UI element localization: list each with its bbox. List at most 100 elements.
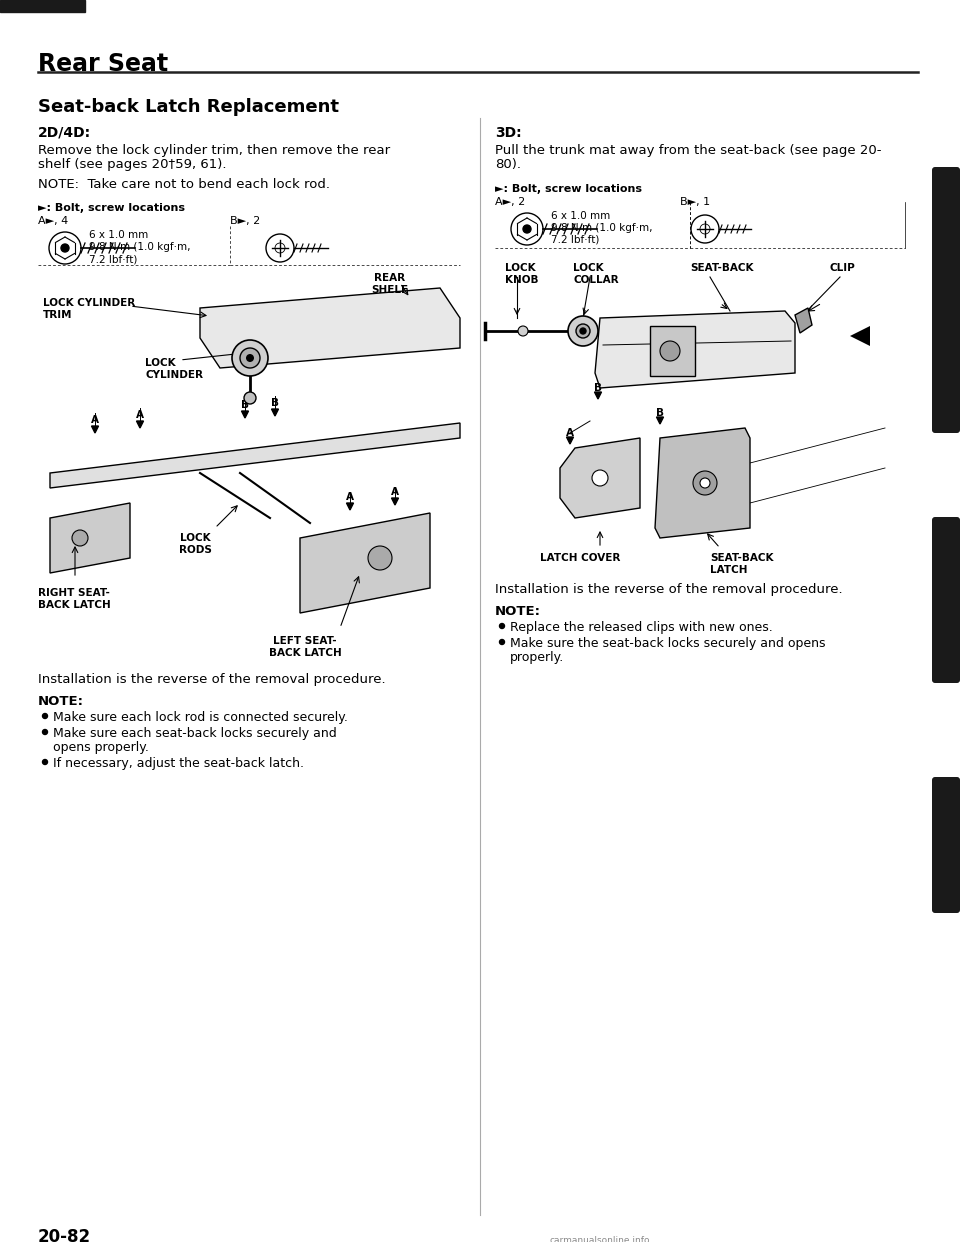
Circle shape xyxy=(42,713,47,719)
Text: 7.2 lbf·ft): 7.2 lbf·ft) xyxy=(551,235,599,245)
Text: LOCK
CYLINDER: LOCK CYLINDER xyxy=(145,358,203,380)
Circle shape xyxy=(700,478,710,488)
Text: SEAT-BACK
LATCH: SEAT-BACK LATCH xyxy=(710,553,774,575)
Bar xyxy=(0,0,85,12)
Circle shape xyxy=(240,348,260,368)
Circle shape xyxy=(42,729,47,734)
Polygon shape xyxy=(850,325,870,347)
Text: NOTE:: NOTE: xyxy=(38,696,84,708)
Text: B: B xyxy=(241,400,249,410)
Text: Rear Seat: Rear Seat xyxy=(38,52,168,76)
Polygon shape xyxy=(560,438,640,518)
Text: carmanualsonline.info: carmanualsonline.info xyxy=(550,1236,650,1242)
Text: 3D:: 3D: xyxy=(495,125,521,140)
Text: Installation is the reverse of the removal procedure.: Installation is the reverse of the remov… xyxy=(38,673,386,686)
Text: Replace the released clips with new ones.: Replace the released clips with new ones… xyxy=(510,621,773,633)
Polygon shape xyxy=(300,513,430,614)
Text: REAR
SHELF: REAR SHELF xyxy=(372,273,409,294)
Polygon shape xyxy=(594,392,602,399)
Text: properly.: properly. xyxy=(510,651,564,664)
Text: LATCH COVER: LATCH COVER xyxy=(540,553,620,563)
Text: Pull the trunk mat away from the seat-back (see page 20-: Pull the trunk mat away from the seat-ba… xyxy=(495,144,881,156)
Polygon shape xyxy=(136,421,143,428)
Text: shelf (see pages 20†59, 61).: shelf (see pages 20†59, 61). xyxy=(38,158,227,171)
Text: NOTE:  Take care not to bend each lock rod.: NOTE: Take care not to bend each lock ro… xyxy=(38,178,330,191)
Text: B►, 1: B►, 1 xyxy=(680,197,710,207)
Text: LOCK CYLINDER
TRIM: LOCK CYLINDER TRIM xyxy=(43,298,135,319)
Text: CLIP: CLIP xyxy=(830,263,855,273)
Text: B: B xyxy=(656,409,664,419)
Text: A: A xyxy=(391,487,399,497)
Polygon shape xyxy=(50,424,460,488)
Polygon shape xyxy=(595,310,795,388)
Polygon shape xyxy=(50,503,130,573)
Text: B►, 2: B►, 2 xyxy=(230,216,260,226)
FancyBboxPatch shape xyxy=(932,777,960,913)
Text: 2D/4D:: 2D/4D: xyxy=(38,125,91,140)
Circle shape xyxy=(511,212,543,245)
Text: 9.8 N·m (1.0 kgf·m,: 9.8 N·m (1.0 kgf·m, xyxy=(89,242,190,252)
Text: SEAT-BACK: SEAT-BACK xyxy=(690,263,754,273)
Text: 9.8 N·m (1.0 kgf·m,: 9.8 N·m (1.0 kgf·m, xyxy=(551,224,653,233)
Circle shape xyxy=(244,392,256,404)
Polygon shape xyxy=(657,417,663,424)
Circle shape xyxy=(246,354,254,361)
Text: LOCK
COLLAR: LOCK COLLAR xyxy=(573,263,618,284)
Circle shape xyxy=(576,324,590,338)
Polygon shape xyxy=(242,411,249,419)
Polygon shape xyxy=(566,437,573,443)
Text: A: A xyxy=(566,428,574,438)
Text: Make sure each seat-back locks securely and: Make sure each seat-back locks securely … xyxy=(53,727,337,740)
Circle shape xyxy=(592,469,608,486)
Circle shape xyxy=(518,325,528,337)
Circle shape xyxy=(580,328,586,334)
Text: ►: Bolt, screw locations: ►: Bolt, screw locations xyxy=(495,184,642,194)
Polygon shape xyxy=(347,503,353,510)
Circle shape xyxy=(42,760,47,765)
Text: B: B xyxy=(271,397,279,409)
Polygon shape xyxy=(655,428,750,538)
Circle shape xyxy=(693,471,717,496)
Bar xyxy=(650,325,695,376)
Circle shape xyxy=(61,243,69,252)
Circle shape xyxy=(568,315,598,347)
Text: 80).: 80). xyxy=(495,158,521,171)
Text: ►: Bolt, screw locations: ►: Bolt, screw locations xyxy=(38,202,185,212)
Text: A►, 4: A►, 4 xyxy=(38,216,68,226)
FancyBboxPatch shape xyxy=(932,517,960,683)
Text: 6 x 1.0 mm: 6 x 1.0 mm xyxy=(551,211,611,221)
FancyBboxPatch shape xyxy=(932,166,960,433)
Text: 6 x 1.0 mm: 6 x 1.0 mm xyxy=(89,230,148,240)
Text: A►, 2: A►, 2 xyxy=(495,197,525,207)
Text: Seat-back Latch Replacement: Seat-back Latch Replacement xyxy=(38,98,339,116)
Text: RIGHT SEAT-
BACK LATCH: RIGHT SEAT- BACK LATCH xyxy=(38,587,110,610)
Text: If necessary, adjust the seat-back latch.: If necessary, adjust the seat-back latch… xyxy=(53,758,304,770)
Text: A: A xyxy=(346,492,354,502)
Text: Remove the lock cylinder trim, then remove the rear: Remove the lock cylinder trim, then remo… xyxy=(38,144,390,156)
Circle shape xyxy=(49,232,81,265)
Circle shape xyxy=(691,215,719,243)
Polygon shape xyxy=(91,426,99,433)
Text: Installation is the reverse of the removal procedure.: Installation is the reverse of the remov… xyxy=(495,582,843,596)
Text: NOTE:: NOTE: xyxy=(495,605,541,619)
Text: opens properly.: opens properly. xyxy=(53,741,149,754)
Circle shape xyxy=(523,225,531,233)
Text: A: A xyxy=(136,410,144,420)
Polygon shape xyxy=(200,288,460,368)
Text: LOCK
RODS: LOCK RODS xyxy=(179,533,211,555)
Text: 20-82: 20-82 xyxy=(38,1228,91,1242)
Text: LEFT SEAT-
BACK LATCH: LEFT SEAT- BACK LATCH xyxy=(269,636,342,657)
Text: 7.2 lbf·ft): 7.2 lbf·ft) xyxy=(89,255,137,265)
Circle shape xyxy=(368,546,392,570)
Text: A: A xyxy=(91,415,99,425)
Text: B: B xyxy=(594,383,602,392)
Polygon shape xyxy=(392,498,398,505)
Circle shape xyxy=(72,530,88,546)
Text: Make sure the seat-back locks securely and opens: Make sure the seat-back locks securely a… xyxy=(510,637,826,650)
Circle shape xyxy=(660,342,680,361)
Text: Make sure each lock rod is connected securely.: Make sure each lock rod is connected sec… xyxy=(53,710,348,724)
Text: LOCK
KNOB: LOCK KNOB xyxy=(505,263,539,284)
Circle shape xyxy=(499,623,505,628)
Circle shape xyxy=(266,233,294,262)
Circle shape xyxy=(232,340,268,376)
